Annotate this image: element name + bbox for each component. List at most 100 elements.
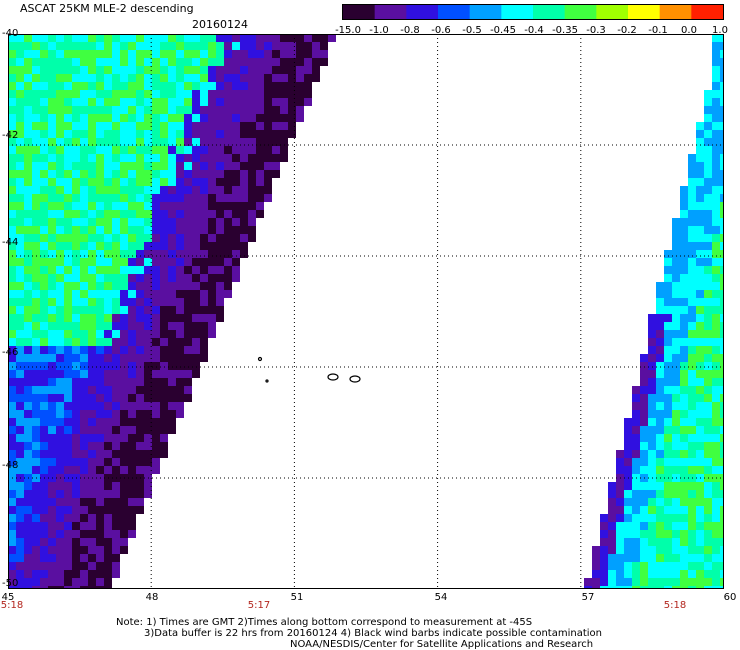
swath-cell bbox=[120, 450, 128, 458]
swath-cell bbox=[120, 330, 128, 338]
swath-cell bbox=[40, 282, 48, 290]
swath-cell bbox=[8, 394, 16, 402]
swath-cell bbox=[80, 410, 88, 418]
swath-cell bbox=[208, 258, 216, 266]
swath-cell bbox=[688, 202, 696, 210]
swath-cell bbox=[104, 546, 112, 554]
swath-cell bbox=[656, 322, 664, 330]
swath-cell bbox=[128, 522, 136, 530]
swath-cell bbox=[120, 58, 128, 66]
swath-cell bbox=[40, 482, 48, 490]
swath-cell bbox=[160, 194, 168, 202]
swath-cell bbox=[56, 242, 64, 250]
swath-cell bbox=[720, 354, 724, 362]
swath-cell bbox=[8, 90, 16, 98]
colorbar-label: -0.8 bbox=[400, 25, 420, 36]
swath-cell bbox=[720, 234, 724, 242]
swath-cell bbox=[720, 154, 724, 162]
swath-cell bbox=[96, 274, 104, 282]
colorbar-segment bbox=[374, 5, 407, 19]
swath-cell bbox=[128, 442, 136, 450]
colorbar-label: -15.0 bbox=[335, 25, 361, 36]
swath-cell bbox=[40, 306, 48, 314]
swath-cell bbox=[136, 154, 144, 162]
swath-cell bbox=[608, 538, 616, 546]
swath-cell bbox=[168, 314, 176, 322]
swath-cell bbox=[128, 66, 136, 74]
swath-cell bbox=[704, 586, 712, 589]
swath-cell bbox=[720, 138, 724, 146]
swath-cell bbox=[656, 522, 664, 530]
swath-cell bbox=[120, 42, 128, 50]
swath-cell bbox=[640, 498, 648, 506]
swath-cell bbox=[104, 578, 112, 586]
swath-cell bbox=[104, 466, 112, 474]
swath-cell bbox=[672, 458, 680, 466]
swath-cell bbox=[696, 130, 704, 138]
swath-cell bbox=[160, 402, 168, 410]
swath-cell bbox=[720, 170, 724, 178]
swath-cell bbox=[280, 122, 288, 130]
swath-cell bbox=[592, 562, 600, 570]
swath-cell bbox=[32, 170, 40, 178]
swath-cell bbox=[56, 578, 64, 586]
swath-cell bbox=[144, 298, 152, 306]
swath-cell bbox=[24, 338, 32, 346]
swath-cell bbox=[232, 250, 240, 258]
swath-cell bbox=[168, 330, 176, 338]
swath-cell bbox=[672, 522, 680, 530]
swath-cell bbox=[656, 362, 664, 370]
swath-cell bbox=[632, 386, 640, 394]
swath-cell bbox=[664, 274, 672, 282]
swath-cell bbox=[88, 170, 96, 178]
swath-cell bbox=[688, 186, 696, 194]
swath-cell bbox=[264, 162, 272, 170]
swath-cell bbox=[712, 482, 720, 490]
swath-cell bbox=[24, 290, 32, 298]
swath-cell bbox=[240, 42, 248, 50]
swath-cell bbox=[144, 210, 152, 218]
swath-cell bbox=[192, 266, 200, 274]
swath-cell bbox=[624, 586, 632, 589]
swath-cell bbox=[712, 434, 720, 442]
swath-cell bbox=[184, 122, 192, 130]
swath-cell bbox=[80, 322, 88, 330]
swath-cell bbox=[216, 250, 224, 258]
swath-cell bbox=[160, 290, 168, 298]
swath-cell bbox=[56, 482, 64, 490]
swath-cell bbox=[192, 354, 200, 362]
swath-cell bbox=[688, 322, 696, 330]
swath-cell bbox=[48, 170, 56, 178]
swath-cell bbox=[616, 586, 624, 589]
swath-cell bbox=[712, 498, 720, 506]
swath-cell bbox=[32, 378, 40, 386]
swath-cell bbox=[688, 258, 696, 266]
swath-cell bbox=[592, 570, 600, 578]
swath-cell bbox=[8, 274, 16, 282]
swath-cell bbox=[704, 482, 712, 490]
swath-cell bbox=[160, 258, 168, 266]
swath-cell bbox=[632, 498, 640, 506]
swath-cell bbox=[184, 138, 192, 146]
swath-cell bbox=[128, 186, 136, 194]
swath-cell bbox=[720, 490, 724, 498]
swath-cell bbox=[208, 114, 216, 122]
swath-cell bbox=[720, 282, 724, 290]
swath-cell bbox=[24, 66, 32, 74]
swath-cell bbox=[152, 82, 160, 90]
swath-cell bbox=[32, 394, 40, 402]
swath-cell bbox=[32, 322, 40, 330]
swath-cell bbox=[320, 42, 328, 50]
swath-cell bbox=[712, 138, 720, 146]
swath-cell bbox=[128, 346, 136, 354]
swath-cell bbox=[120, 122, 128, 130]
swath-cell bbox=[16, 162, 24, 170]
swath-cell bbox=[8, 482, 16, 490]
swath-cell bbox=[104, 34, 112, 42]
swath-cell bbox=[8, 58, 16, 66]
swath-cell bbox=[48, 586, 56, 589]
swath-cell bbox=[48, 442, 56, 450]
swath-cell bbox=[24, 194, 32, 202]
swath-cell bbox=[32, 482, 40, 490]
swath-cell bbox=[144, 410, 152, 418]
